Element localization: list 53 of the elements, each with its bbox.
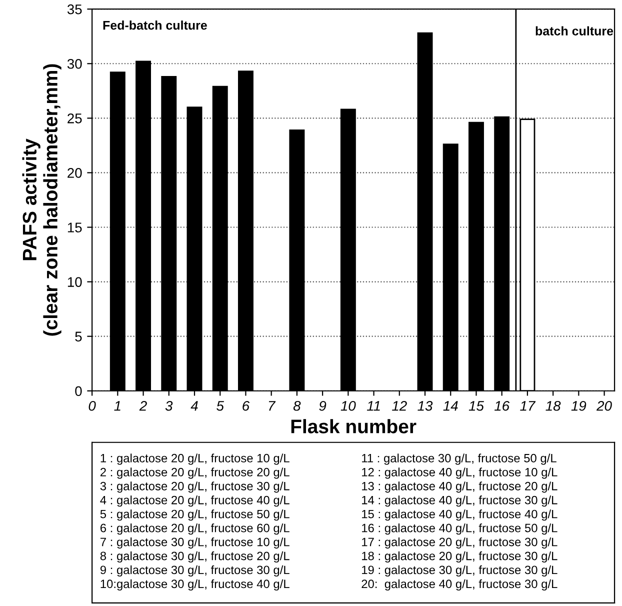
x-tick-label: 8 <box>293 400 301 411</box>
x-tick-label: 15 <box>468 401 484 411</box>
text: 4 : galactose 20 g/L, fructose 40 g/L <box>100 496 290 507</box>
x-tick-label: 18 <box>546 400 561 411</box>
x-tick-label: 12 <box>392 400 407 411</box>
x-tick-label: 6 <box>242 400 250 411</box>
x-tick-label: 2 <box>139 400 147 411</box>
text: 9 : galactose 30 g/L, fructose 30 g/L <box>100 565 290 577</box>
x-tick-label: 9 <box>319 400 326 411</box>
text: 7 : galactose 30 g/L, fructose 10 g/L <box>100 537 290 549</box>
text: 2 : galactose 20 g/L, fructose 20 g/L <box>100 468 290 479</box>
x-tick-label: 11 <box>366 401 380 411</box>
x-tick-label: 5 <box>216 401 224 411</box>
x-tick-label: 20 <box>596 400 612 411</box>
text: 8 : galactose 30 g/L, fructose 20 g/L <box>100 551 290 563</box>
x-tick-label: 19 <box>571 400 586 411</box>
y-tick-label: 0 <box>75 386 82 396</box>
text: 1 : galactose 20 g/L, fructose 10 g/L <box>100 454 290 465</box>
x-tick-label: 10 <box>340 400 356 411</box>
text: 3 : galactose 20 g/L, fructose 30 g/L <box>100 482 290 493</box>
y-tick-label: 10 <box>68 277 82 287</box>
y-tick-label: 25 <box>68 114 82 124</box>
text: 12 : galactose 40 g/L, fructose 10 g/L <box>362 468 558 479</box>
annotation: batch culture <box>536 26 614 36</box>
text: 6 : galactose 20 g/L, fructose 60 g/L <box>100 523 290 535</box>
text: 5 : galactose 20 g/L, fructose 50 g/L <box>100 510 290 521</box>
text: 15 : galactose 40 g/L, fructose 40 g/L <box>362 510 558 521</box>
x-axis-title: Flask number <box>291 419 416 434</box>
y-tick-label: 35 <box>67 4 82 14</box>
x-tick-label: 17 <box>520 401 536 411</box>
text: 14 : galactose 40 g/L, fructose 30 g/L <box>362 496 558 507</box>
y-tick-label: 15 <box>68 222 82 232</box>
text: 11 : galactose 30 g/L, fructose 50 g/L <box>362 454 556 465</box>
x-tick-label: 7 <box>268 401 276 411</box>
x-tick-label: 3 <box>165 400 173 411</box>
text: 13 : galactose 40 g/L, fructose 20 g/L <box>362 482 558 493</box>
y-axis-title: PAFS activity (clear zone halodiameter,mm) <box>22 64 62 336</box>
text: 10:galactose 30 g/L, fructose 40 g/L <box>100 579 290 590</box>
y-tick-label: 20 <box>68 168 82 178</box>
text: 19 : galactose 30 g/L, fructose 30 g/L <box>362 565 558 577</box>
annotation: Fed-batch culture <box>103 20 207 30</box>
y-tick-label: 5 <box>75 332 82 342</box>
x-tick-label: 4 <box>190 401 198 411</box>
x-tick-label: 16 <box>494 400 510 411</box>
text: 18 : galactose 20 g/L, fructose 30 g/L <box>362 551 558 563</box>
text: 20: galactose 40 g/L, fructose 30 g/L <box>362 579 558 590</box>
x-tick-label: 13 <box>418 400 433 411</box>
text: 17 : galactose 20 g/L, fructose 30 g/L <box>362 537 558 549</box>
x-tick-label: 14 <box>443 401 458 411</box>
x-tick-label: 0 <box>88 400 96 411</box>
y-tick-label: 30 <box>67 58 82 69</box>
x-tick-label: 1 <box>114 401 120 411</box>
text: 16 : galactose 40 g/L, fructose 50 g/L <box>362 523 558 535</box>
